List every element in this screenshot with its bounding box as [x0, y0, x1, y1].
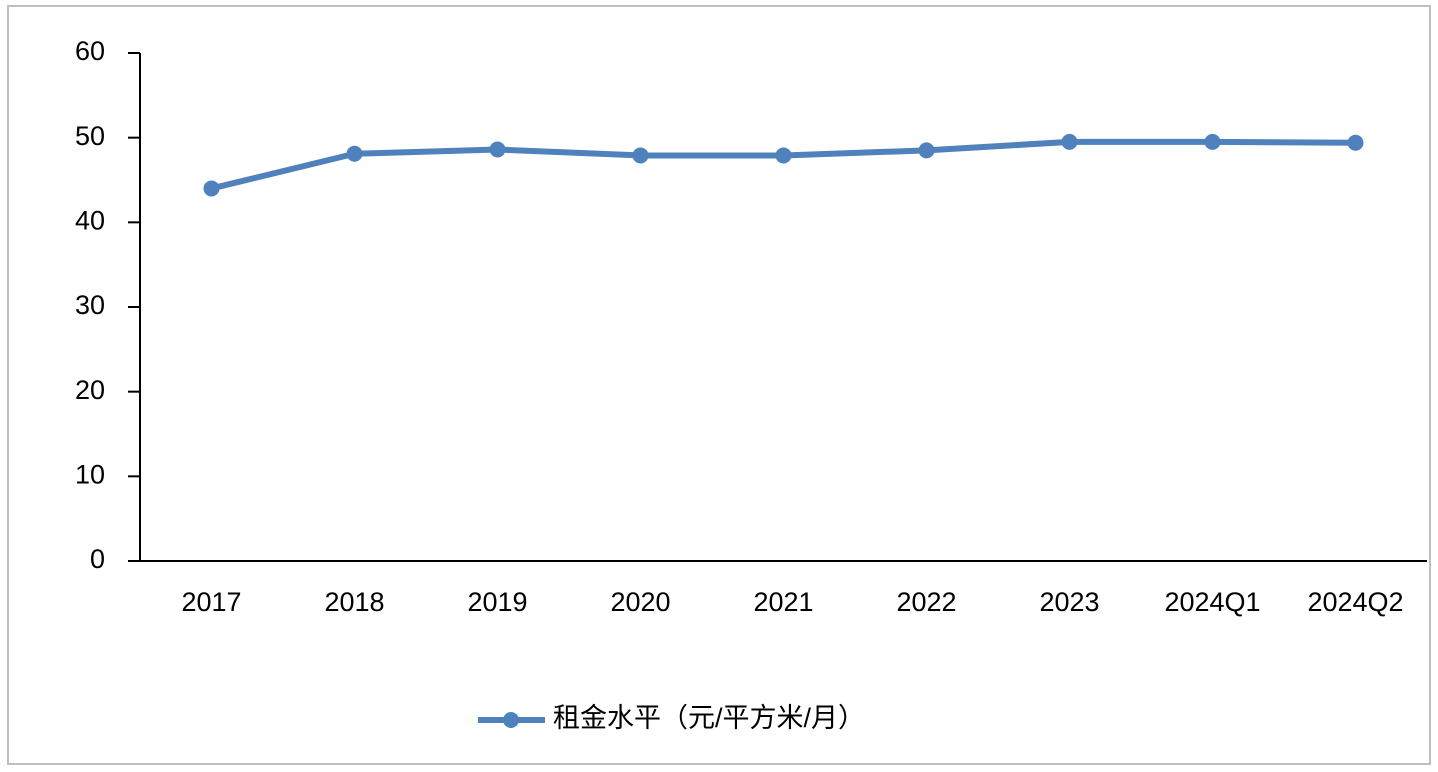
x-tick-label: 2024Q2: [1307, 587, 1403, 617]
chart-border: [7, 5, 1431, 765]
x-tick-label: 2018: [324, 587, 384, 617]
data-point: [346, 145, 363, 162]
y-tick-label: 30: [75, 290, 105, 320]
x-tick-label: 2024Q1: [1164, 587, 1260, 617]
y-tick-label: 0: [90, 544, 105, 574]
x-tick-label: 2023: [1039, 587, 1099, 617]
y-tick-label: 20: [75, 375, 105, 405]
data-point: [1061, 133, 1078, 150]
data-point: [1204, 133, 1221, 150]
y-tick-label: 60: [75, 36, 105, 66]
legend-label: 租金水平（元/平方米/月）: [553, 703, 865, 733]
x-tick-label: 2020: [610, 587, 670, 617]
y-tick-label: 10: [75, 459, 105, 489]
data-point: [775, 147, 792, 164]
x-tick-label: 2021: [753, 587, 813, 617]
data-point: [489, 141, 506, 158]
x-tick-label: 2017: [181, 587, 241, 617]
data-point: [1347, 134, 1364, 151]
data-point: [918, 142, 935, 159]
y-tick-label: 40: [75, 205, 105, 235]
legend-marker: [503, 712, 519, 728]
x-tick-label: 2019: [467, 587, 527, 617]
y-tick-label: 50: [75, 121, 105, 151]
x-tick-label: 2022: [896, 587, 956, 617]
data-point: [203, 180, 220, 197]
data-point: [632, 147, 649, 164]
